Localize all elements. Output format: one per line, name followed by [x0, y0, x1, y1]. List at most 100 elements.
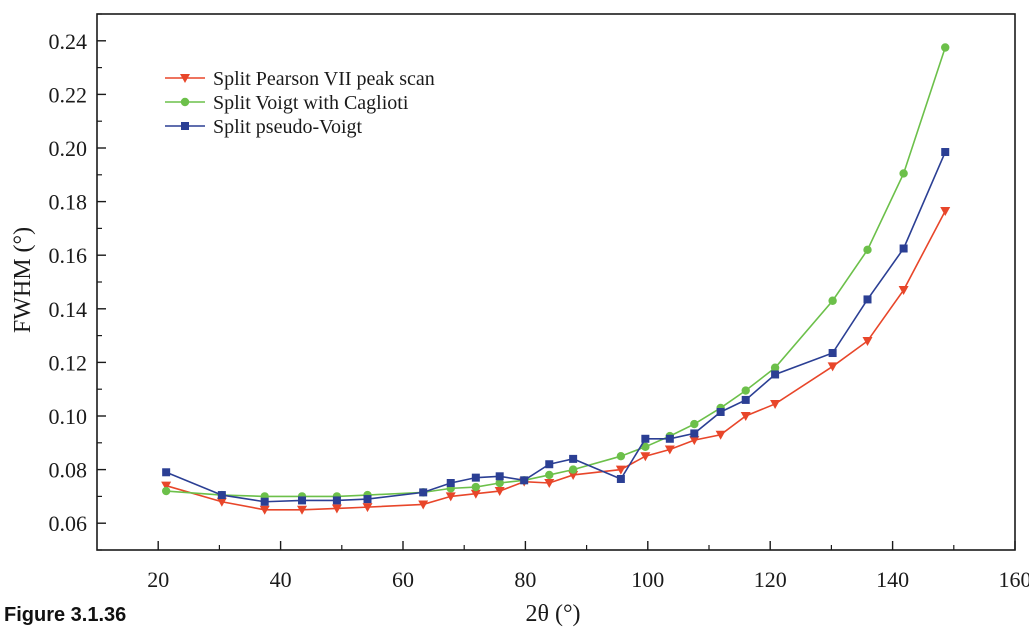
data-point	[941, 43, 950, 52]
data-point	[419, 488, 428, 497]
data-point	[770, 399, 781, 409]
y-tick-label: 0.12	[49, 350, 88, 375]
data-point	[641, 442, 650, 452]
data-point	[863, 295, 872, 304]
legend-swatch-marker	[181, 122, 189, 130]
data-point	[616, 452, 626, 461]
data-point	[471, 482, 481, 492]
data-point	[216, 497, 227, 507]
figure-caption: Figure 3.1.36	[4, 604, 127, 626]
data-point	[828, 296, 837, 305]
legend-label: Split Voigt with Caglioti	[213, 92, 409, 114]
data-point	[941, 148, 950, 157]
data-point	[445, 492, 456, 502]
data-point	[741, 386, 750, 395]
data-point	[640, 452, 651, 462]
data-point	[217, 491, 226, 500]
legend-label: Split pseudo-Voigt	[213, 116, 363, 138]
data-point	[569, 454, 578, 463]
data-point	[689, 436, 700, 446]
y-tick-label: 0.18	[49, 190, 88, 215]
y-axis-label: FWHM (°)	[10, 227, 36, 333]
data-point	[740, 412, 751, 421]
data-point	[828, 349, 837, 358]
data-point	[940, 206, 951, 216]
x-tick-label: 100	[631, 567, 664, 592]
data-point	[690, 419, 699, 429]
data-point	[363, 495, 372, 504]
data-point	[471, 473, 480, 482]
legend-swatch-marker	[180, 97, 190, 107]
data-point	[545, 470, 554, 480]
y-tick-label: 0.10	[49, 404, 88, 429]
data-point	[716, 407, 725, 416]
data-point	[520, 476, 529, 485]
data-point	[494, 487, 505, 497]
data-point	[863, 245, 872, 255]
data-point	[331, 504, 342, 514]
data-point	[260, 497, 269, 506]
data-point	[715, 430, 726, 440]
data-point	[161, 486, 171, 496]
data-point	[770, 363, 780, 372]
y-tick-label: 0.14	[49, 297, 88, 322]
series-pearson-vii	[161, 206, 951, 515]
data-point	[899, 244, 908, 253]
x-tick-label: 140	[876, 567, 909, 592]
y-tick-label: 0.06	[49, 511, 88, 536]
data-point	[545, 460, 554, 469]
data-point	[332, 496, 341, 505]
data-point	[259, 505, 270, 515]
data-point	[298, 496, 307, 505]
data-point	[771, 370, 780, 379]
data-point	[898, 286, 909, 296]
data-point	[664, 445, 675, 455]
data-point	[568, 470, 579, 480]
data-point	[741, 395, 750, 404]
data-point	[418, 500, 429, 510]
x-axis-label: 2θ (°)	[525, 601, 580, 627]
series-line	[165, 210, 946, 511]
data-point	[544, 479, 555, 488]
data-point	[568, 465, 578, 474]
data-point	[495, 472, 504, 481]
y-tick-label: 0.20	[49, 136, 88, 161]
data-point	[446, 479, 455, 487]
series-line	[165, 151, 946, 503]
data-point	[162, 468, 171, 477]
legend-entry: Split Pearson VII peak scan	[165, 68, 435, 90]
data-point	[161, 481, 172, 491]
x-tick-label: 20	[147, 567, 169, 592]
legend-entry: Split Voigt with Caglioti	[165, 92, 409, 114]
data-point	[827, 362, 838, 372]
x-tick-label: 80	[514, 567, 536, 592]
data-point	[615, 465, 626, 475]
x-tick-label: 40	[270, 567, 292, 592]
x-tick-label: 160	[999, 567, 1029, 592]
data-point	[862, 336, 873, 346]
x-axis-ticks: 20 40 60 80 100 120 140 160	[147, 541, 1029, 592]
data-point	[641, 434, 650, 443]
data-point	[495, 478, 504, 488]
x-tick-label: 60	[392, 567, 414, 592]
data-point	[665, 434, 674, 443]
y-tick-label: 0.08	[49, 458, 88, 483]
series-line	[166, 47, 946, 498]
data-point	[899, 169, 908, 178]
x-tick-label: 120	[754, 567, 787, 592]
series-pseudo-voigt	[162, 148, 950, 506]
legend-label: Split Pearson VII peak scan	[213, 68, 435, 90]
data-point	[470, 489, 481, 499]
data-point	[616, 474, 625, 483]
y-tick-label: 0.22	[49, 82, 88, 107]
legend-entry: Split pseudo-Voigt	[165, 116, 363, 138]
data-point	[297, 505, 308, 515]
series-layer	[161, 43, 951, 515]
y-tick-label: 0.16	[49, 243, 88, 268]
y-axis-ticks: 0.06 0.08 0.10 0.12 0.14 0.16 0.18 0.20 0.22 0.24	[49, 13, 106, 551]
data-point	[362, 503, 373, 513]
legend-swatch-marker	[180, 74, 190, 83]
data-point	[690, 429, 699, 438]
